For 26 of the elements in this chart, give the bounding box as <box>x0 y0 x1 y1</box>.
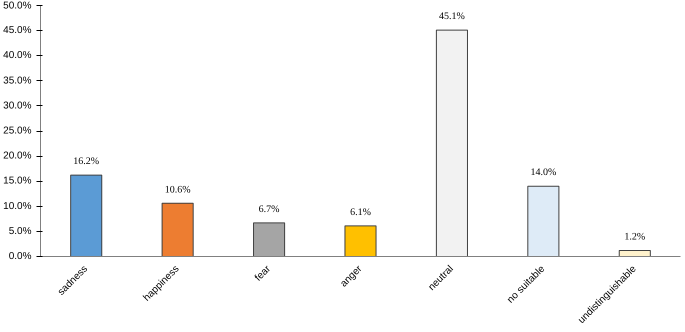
y-tick-label: 45.0% <box>3 25 32 36</box>
data-label: 14.0% <box>530 167 556 178</box>
data-label: 10.6% <box>164 184 191 196</box>
y-tick-label: 35.0% <box>3 75 32 86</box>
y-tick-label: 10.0% <box>3 200 32 212</box>
data-label: 6.1% <box>350 206 371 218</box>
y-tick-label: 50.0% <box>3 0 32 12</box>
bar <box>618 250 651 256</box>
data-label: 45.1% <box>439 11 465 22</box>
x-tick-label: fear <box>253 263 274 284</box>
data-label: 16.2% <box>73 156 100 168</box>
bar <box>70 174 102 256</box>
data-label: 6.7% <box>258 204 280 215</box>
y-tick-label: 30.0% <box>3 100 32 112</box>
bar <box>253 222 286 256</box>
bar <box>162 202 194 256</box>
bar <box>436 30 468 256</box>
y-tick-label: 25.0% <box>3 126 32 136</box>
bar <box>344 225 377 256</box>
y-tick-label: 15.0% <box>3 176 32 187</box>
y-tick-label: 40.0% <box>3 50 32 62</box>
y-tick-label: 5.0% <box>8 226 32 237</box>
y-tick-label: 20.0% <box>3 150 32 162</box>
data-label: 1.2% <box>624 231 646 242</box>
y-tick-label: 0.0% <box>8 251 32 262</box>
bar <box>527 186 560 256</box>
